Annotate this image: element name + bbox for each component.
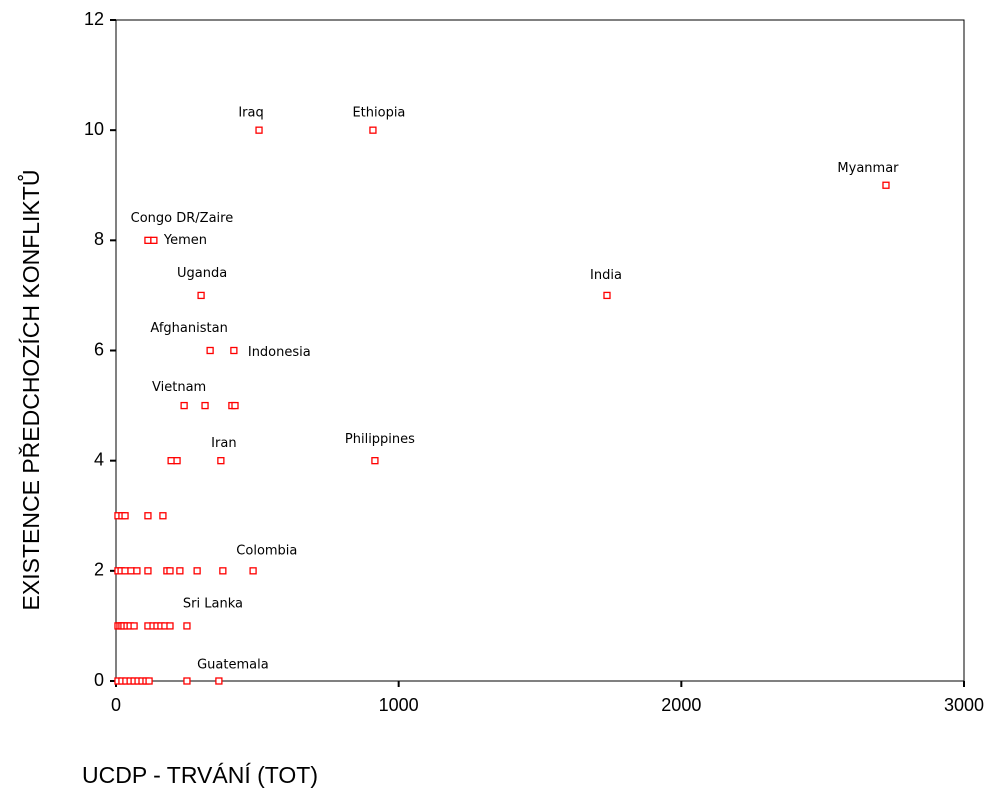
point xyxy=(176,567,184,575)
point-label: Myanmar xyxy=(837,161,899,176)
point xyxy=(206,346,214,355)
y-tick-label: 0 xyxy=(94,670,104,690)
x-tick-label: 0 xyxy=(111,695,121,715)
x-tick-label: 1000 xyxy=(379,695,419,715)
point-label: Ethiopia xyxy=(352,106,405,121)
y-tick-label: 2 xyxy=(94,560,104,580)
y-tick-label: 12 xyxy=(84,9,104,29)
x-tick-label: 2000 xyxy=(661,695,701,715)
point xyxy=(230,346,238,355)
x-tick-label: 3000 xyxy=(944,695,984,715)
point xyxy=(133,567,141,575)
point xyxy=(127,567,135,575)
point xyxy=(180,401,188,410)
y-tick-label: 8 xyxy=(94,229,104,249)
point-label: Colombia xyxy=(236,543,297,558)
y-axis-label: EXISTENCE PŘEDCHOZÍCH KONFLIKTŮ xyxy=(16,170,44,611)
x-axis-label: UCDP - TRVÁNÍ (TOT) xyxy=(82,762,318,788)
point-label: Iran xyxy=(211,436,236,451)
point-label: Uganda xyxy=(177,266,227,281)
point-label: Congo DR/Zaire xyxy=(131,211,234,226)
point xyxy=(882,181,890,189)
point-label: Yemen xyxy=(163,233,207,248)
point xyxy=(219,567,227,575)
point xyxy=(193,567,201,575)
point xyxy=(130,622,138,630)
y-tick-label: 10 xyxy=(84,119,104,139)
point xyxy=(150,236,158,244)
point xyxy=(371,457,379,465)
point xyxy=(159,512,167,520)
point xyxy=(603,291,611,300)
point xyxy=(121,512,129,520)
point-label: Indonesia xyxy=(248,345,311,360)
point-label: India xyxy=(590,268,622,283)
point-label: Sri Lanka xyxy=(183,596,243,611)
point xyxy=(183,677,191,685)
point xyxy=(166,567,174,575)
point xyxy=(144,567,152,575)
point xyxy=(145,677,153,685)
point-label: Iraq xyxy=(238,106,263,121)
point xyxy=(144,236,152,244)
point xyxy=(173,457,181,465)
point xyxy=(183,622,191,630)
point xyxy=(369,126,377,134)
point xyxy=(201,401,209,410)
y-tick-label: 4 xyxy=(94,449,104,469)
point xyxy=(215,677,223,685)
point xyxy=(144,512,152,520)
y-tick-label: 6 xyxy=(94,339,104,359)
point xyxy=(255,126,263,134)
point xyxy=(217,457,225,465)
point-label: Philippines xyxy=(345,432,415,447)
point xyxy=(167,457,175,465)
point xyxy=(231,401,239,410)
point-label: Guatemala xyxy=(197,658,269,673)
point xyxy=(121,567,129,575)
point-label: Afghanistan xyxy=(150,321,227,336)
point xyxy=(249,567,257,575)
point-label: Vietnam xyxy=(152,380,206,395)
point xyxy=(166,622,174,630)
point xyxy=(197,291,205,300)
